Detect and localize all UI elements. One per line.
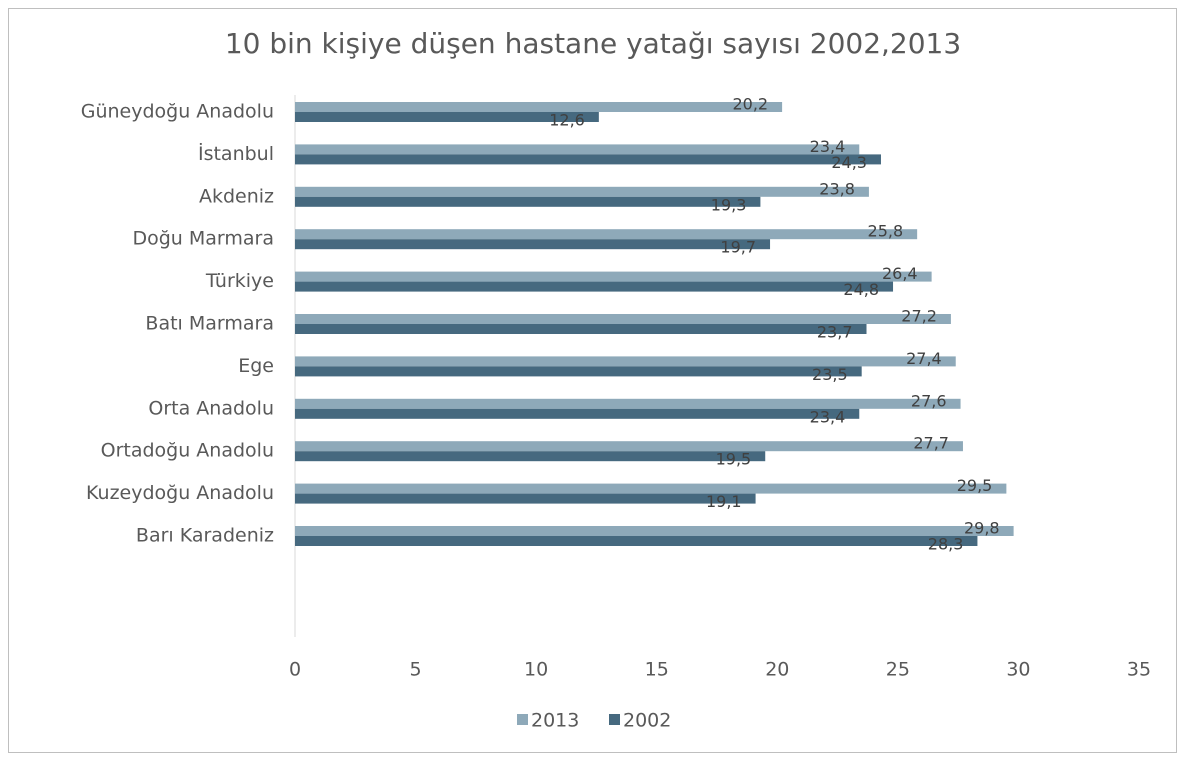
y-tick-label: Güneydoğu Anadolu bbox=[81, 101, 274, 123]
chart-title: 10 bin kişiye düşen hastane yatağı sayıs… bbox=[225, 27, 961, 60]
legend-swatch bbox=[517, 714, 528, 725]
x-tick-label: 20 bbox=[765, 659, 789, 681]
x-tick-label: 0 bbox=[289, 659, 301, 681]
y-tick-label: Doğu Marmara bbox=[132, 228, 274, 250]
x-tick-label: 10 bbox=[524, 659, 548, 681]
y-tick-label: Akdeniz bbox=[199, 185, 274, 207]
legend-swatch bbox=[609, 714, 620, 725]
y-tick-label: Türkiye bbox=[205, 270, 274, 292]
bar bbox=[295, 144, 860, 155]
data-label: 24,3 bbox=[831, 153, 867, 172]
data-label: 19,5 bbox=[716, 450, 752, 469]
data-label: 19,7 bbox=[720, 238, 756, 257]
y-tick-label: Barı Karadeniz bbox=[136, 525, 274, 547]
chart-frame bbox=[8, 8, 1177, 753]
data-label: 23,8 bbox=[819, 179, 855, 198]
bar bbox=[295, 408, 860, 419]
x-tick-label: 30 bbox=[1006, 659, 1030, 681]
bar bbox=[295, 271, 932, 282]
data-label: 27,7 bbox=[913, 434, 949, 453]
bar bbox=[295, 366, 862, 377]
bar bbox=[295, 483, 1007, 494]
data-label: 29,8 bbox=[964, 519, 1000, 538]
y-tick-label: Ortadoğu Anadolu bbox=[101, 440, 274, 462]
y-tick-label: Kuzeydoğu Anadolu bbox=[86, 482, 274, 504]
x-tick-label: 15 bbox=[645, 659, 669, 681]
data-label: 19,3 bbox=[711, 195, 747, 214]
bar bbox=[295, 186, 869, 197]
bar bbox=[295, 536, 978, 546]
x-tick-label: 35 bbox=[1127, 659, 1151, 681]
y-tick-label: Orta Anadolu bbox=[148, 397, 274, 419]
bar bbox=[295, 451, 766, 462]
bar bbox=[295, 281, 894, 292]
bar bbox=[295, 154, 881, 165]
data-label: 23,5 bbox=[812, 365, 848, 384]
data-label: 23,4 bbox=[810, 137, 846, 156]
y-tick-label: Batı Marmara bbox=[145, 313, 274, 335]
bar bbox=[295, 398, 961, 409]
data-label: 26,4 bbox=[882, 264, 918, 283]
bar bbox=[295, 441, 963, 452]
data-label: 19,1 bbox=[706, 492, 742, 511]
data-label: 24,8 bbox=[843, 280, 879, 299]
bar bbox=[295, 356, 956, 367]
bar bbox=[295, 239, 771, 250]
y-tick-label: Ege bbox=[238, 355, 274, 377]
bar bbox=[295, 102, 783, 112]
bar bbox=[295, 196, 761, 207]
data-label: 28,3 bbox=[928, 535, 964, 554]
bar bbox=[295, 324, 867, 334]
data-label: 23,7 bbox=[817, 323, 853, 342]
bar bbox=[295, 493, 756, 504]
data-label: 27,4 bbox=[906, 349, 942, 368]
bar bbox=[295, 229, 918, 240]
legend-label: 2013 bbox=[531, 710, 579, 732]
data-label: 27,2 bbox=[901, 307, 937, 326]
bar bbox=[295, 526, 1014, 536]
x-tick-label: 25 bbox=[886, 659, 910, 681]
x-tick-label: 5 bbox=[410, 659, 422, 681]
data-label: 29,5 bbox=[957, 476, 993, 495]
data-label: 23,4 bbox=[810, 407, 846, 426]
data-label: 25,8 bbox=[868, 222, 904, 241]
bar bbox=[295, 112, 599, 122]
data-label: 20,2 bbox=[732, 95, 768, 114]
data-label: 12,6 bbox=[549, 111, 585, 130]
data-label: 27,6 bbox=[911, 391, 947, 410]
y-tick-label: İstanbul bbox=[198, 142, 274, 165]
legend-label: 2002 bbox=[623, 710, 671, 732]
bar bbox=[295, 314, 951, 324]
